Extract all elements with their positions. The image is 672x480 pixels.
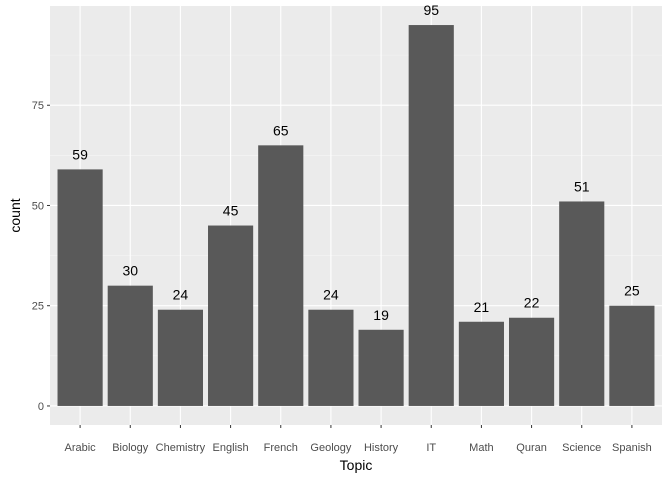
data-labels-group: 59 30 24 45 65 24 19 95 21 22 51 25 (72, 2, 640, 323)
bar-science (559, 201, 605, 406)
y-axis: 0 25 50 75 (32, 100, 50, 413)
data-label: 45 (223, 203, 239, 219)
data-label: 24 (173, 287, 189, 303)
x-tick-label: Arabic (65, 442, 97, 454)
bar-spanish (609, 305, 655, 406)
data-label: 95 (423, 2, 439, 18)
bar-math (458, 321, 504, 406)
x-tick-label: Geology (310, 442, 351, 454)
x-tick-label: Math (469, 442, 493, 454)
bars-group (57, 25, 655, 406)
data-label: 51 (574, 178, 590, 194)
bar-arabic (57, 169, 103, 406)
y-tick-label: 0 (38, 401, 44, 413)
bar-quran (509, 317, 555, 406)
x-axis-title: Topic (340, 457, 373, 473)
x-tick-label: IT (426, 442, 436, 454)
data-label: 59 (72, 146, 88, 162)
data-label: 24 (323, 287, 339, 303)
x-tick-label: Spanish (612, 442, 652, 454)
data-label: 30 (122, 263, 138, 279)
bar-french (258, 145, 304, 406)
x-axis: Arabic Biology Chemistry English French Geolo… (65, 425, 652, 454)
x-tick-label: History (364, 442, 399, 454)
data-label: 65 (273, 122, 289, 138)
bar-history (358, 329, 404, 406)
data-label: 25 (624, 283, 640, 299)
y-tick-label: 25 (32, 301, 44, 313)
data-label: 19 (373, 307, 389, 323)
x-tick-label: Quran (516, 442, 547, 454)
y-axis-title: count (7, 198, 23, 232)
bar-it (408, 25, 454, 406)
x-tick-label: English (213, 442, 249, 454)
bar-geology (308, 309, 354, 406)
x-tick-label: Biology (112, 442, 149, 454)
x-tick-label: Science (562, 442, 601, 454)
data-label: 21 (474, 299, 490, 315)
bar-english (208, 225, 254, 406)
bar-biology (107, 285, 153, 406)
x-tick-label: French (264, 442, 298, 454)
x-tick-label: Chemistry (156, 442, 206, 454)
bar-chemistry (157, 309, 203, 406)
data-label: 22 (524, 295, 540, 311)
y-tick-label: 75 (32, 100, 44, 112)
y-tick-label: 50 (32, 200, 44, 212)
